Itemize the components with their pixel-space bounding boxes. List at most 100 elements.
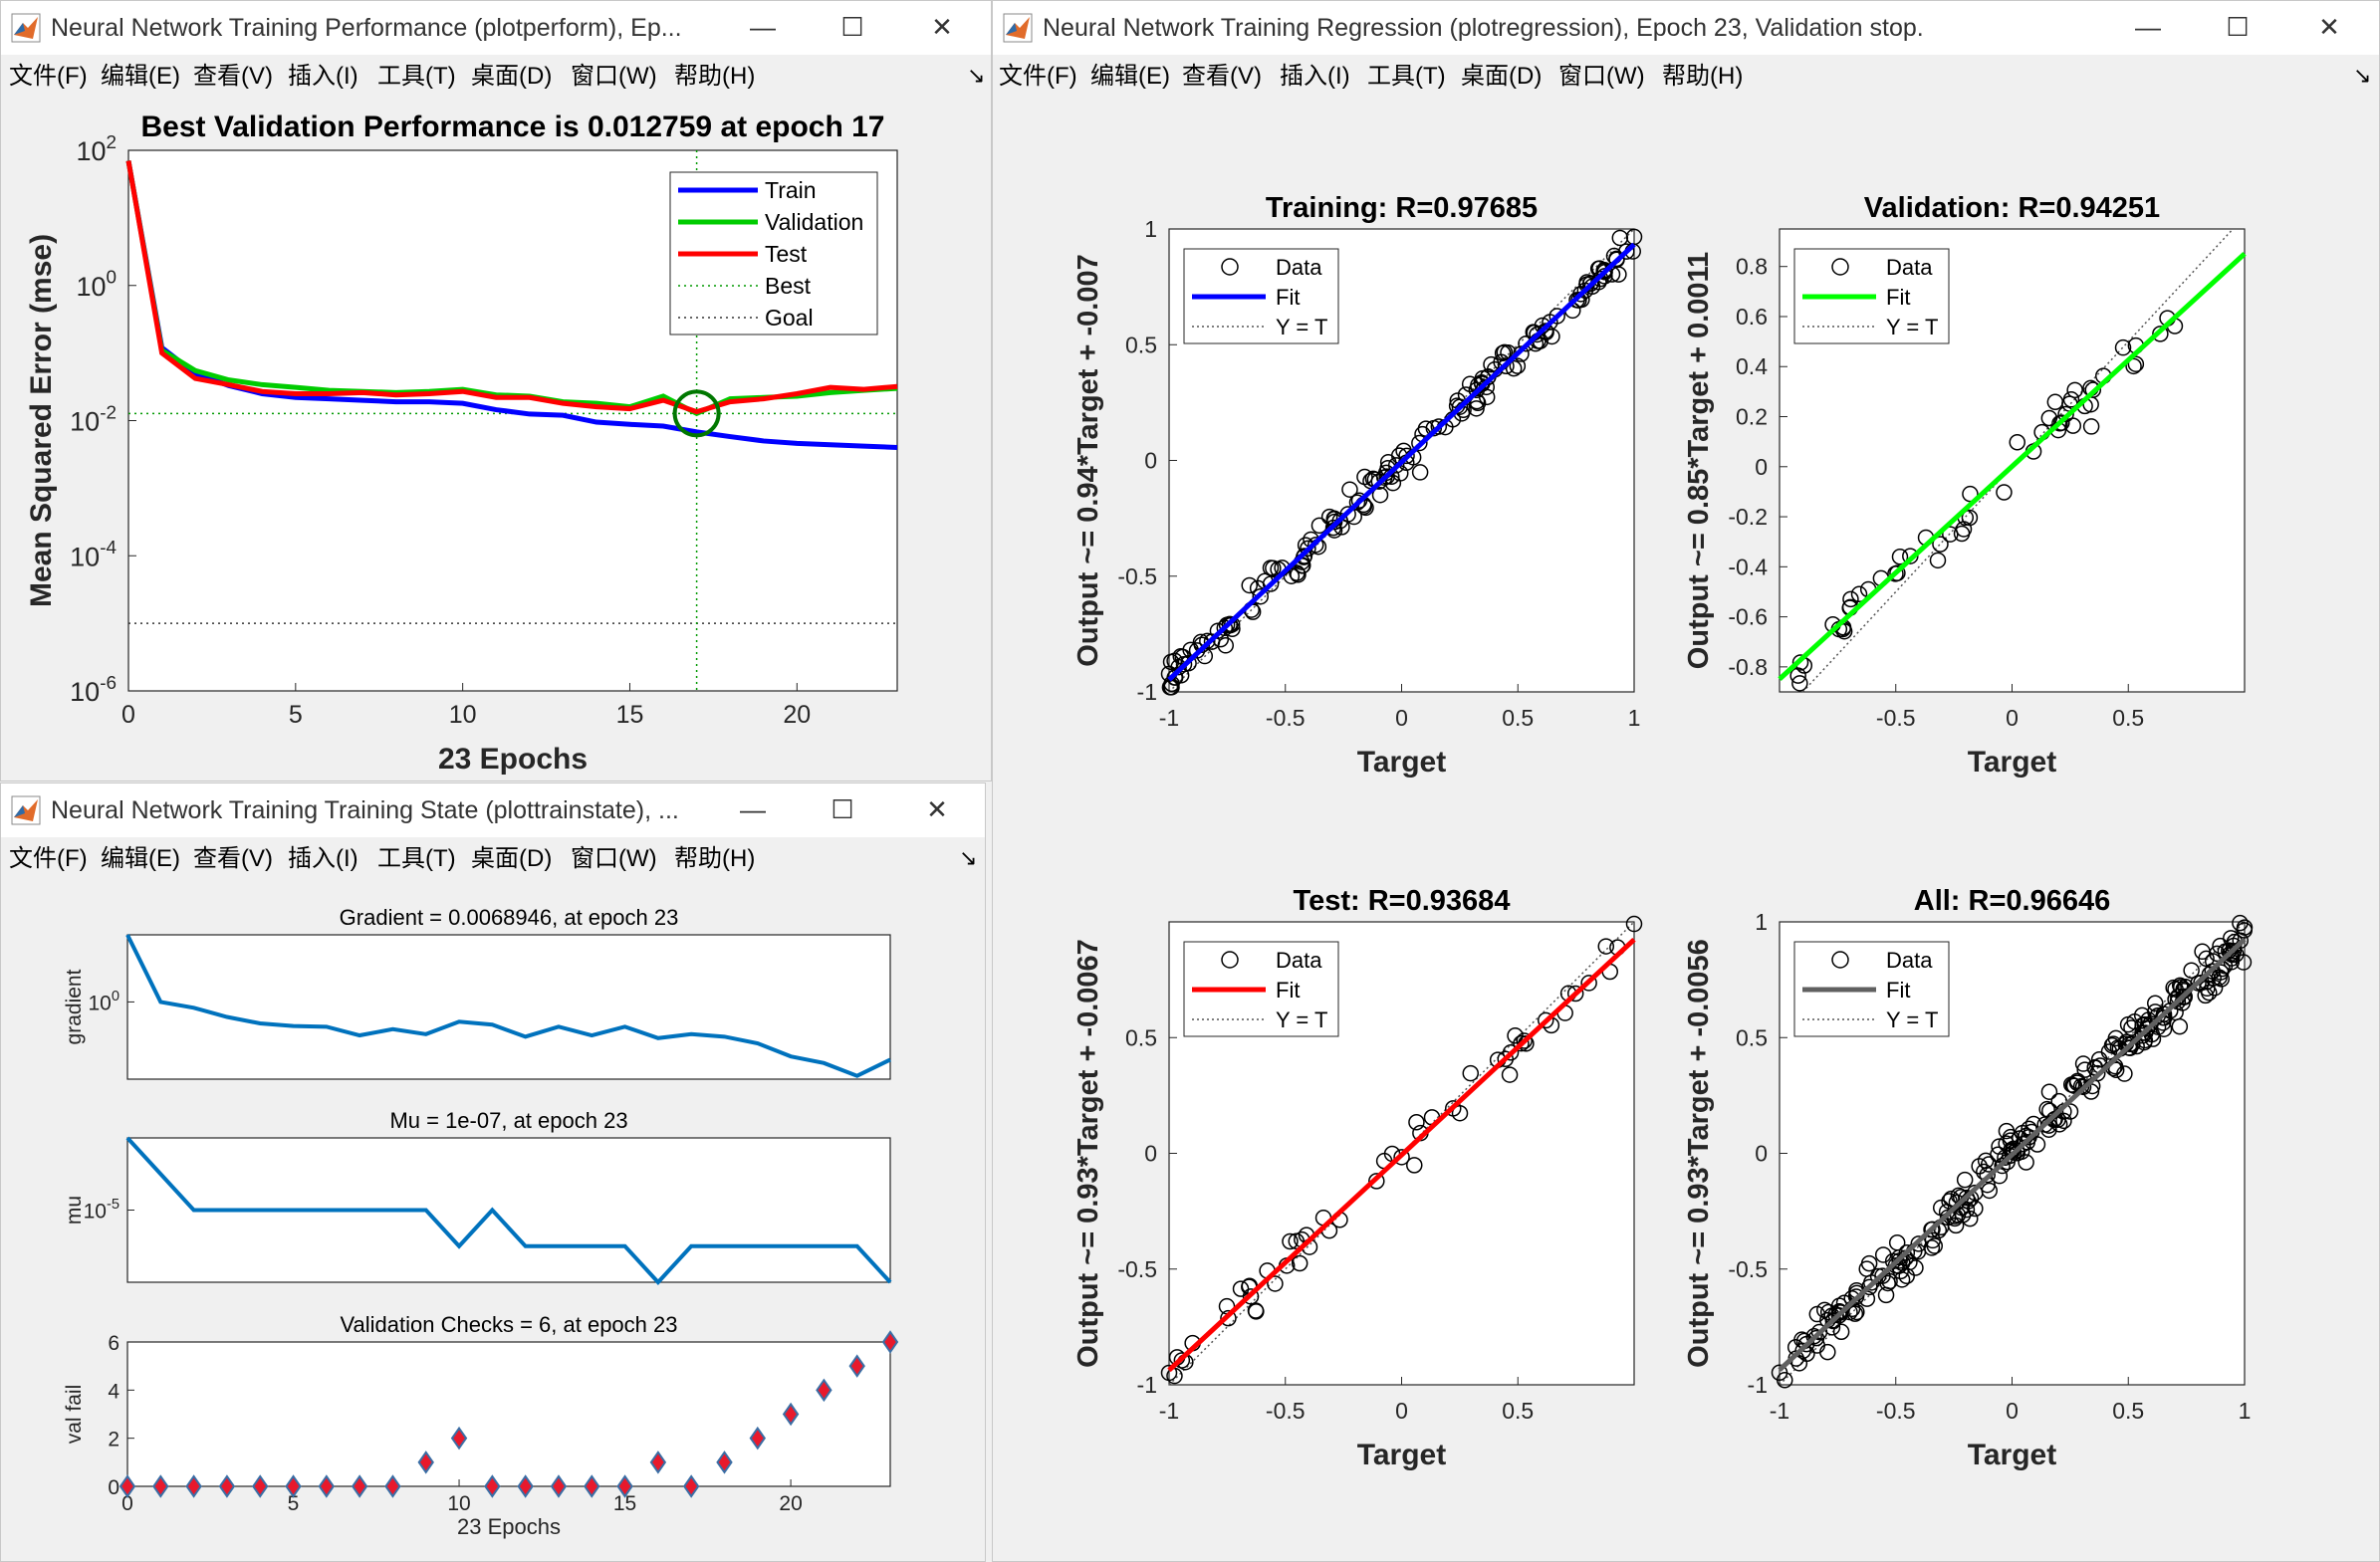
training-data-point (1199, 632, 1216, 650)
menu-file[interactable]: 文件(F) (9, 845, 88, 872)
test-data-point (1451, 1104, 1469, 1122)
all-data-point (2212, 937, 2229, 955)
valfail-point (484, 1474, 501, 1498)
menu-desktop[interactable]: 桌面(D) (471, 63, 553, 90)
validation-data-point (1996, 484, 2013, 501)
training-data-point (1218, 616, 1236, 634)
legend-label: Y = T (1886, 1007, 1938, 1032)
performance-plot: Best Validation Performance is 0.012759 … (25, 111, 898, 776)
menu-edit[interactable]: 编辑(E) (101, 845, 180, 872)
legend-label: Best (765, 273, 812, 299)
test-data-point (1566, 985, 1584, 1003)
menu-help[interactable]: 帮助(H) (674, 845, 756, 872)
test-data-point (1462, 1064, 1480, 1082)
validation-y-tick-label: -0.6 (1728, 604, 1768, 630)
menu-tools[interactable]: 工具(T) (377, 845, 456, 872)
all-data-point (1832, 1323, 1850, 1341)
training-y-tick-label: -1 (1137, 679, 1157, 705)
all-data-point (2069, 1072, 2086, 1090)
validation-x-tick-label: -0.5 (1876, 705, 1916, 731)
trainstate-titlebar[interactable]: Neural Network Training Training State (… (1, 783, 985, 837)
test-data-point (1393, 1149, 1410, 1166)
menu-desktop[interactable]: 桌面(D) (1461, 63, 1543, 90)
minimize-button[interactable]: — (750, 12, 776, 42)
menu-edit[interactable]: 编辑(E) (1090, 63, 1170, 90)
test-data-point (1597, 938, 1615, 955)
toolbar-toggle-icon[interactable]: ↘ (2353, 63, 2372, 88)
valfail-y-tick-label: 0 (108, 1476, 119, 1499)
training-x-tick-label: 1 (1628, 705, 1641, 731)
validation-data-point (2082, 418, 2100, 435)
training-data-point (1356, 468, 1373, 486)
legend-label: Data (1276, 255, 1322, 280)
all-data-point (2223, 930, 2240, 947)
close-button[interactable]: ✕ (931, 12, 953, 42)
close-button[interactable]: ✕ (2318, 12, 2340, 42)
all-data-point (1805, 1328, 1822, 1345)
validation-x-tick-label: 0.5 (2112, 705, 2144, 731)
menu-insert[interactable]: 插入(I) (288, 63, 358, 90)
all-data-point (1861, 1278, 1878, 1296)
perform-titlebar[interactable]: Neural Network Training Performance (plo… (1, 1, 991, 55)
validation-x-tick-label: 0 (2006, 705, 2019, 731)
menu-window[interactable]: 窗口(W) (571, 845, 657, 872)
validation-y-tick-label: 0.2 (1736, 404, 1768, 430)
valfail-point (716, 1450, 733, 1474)
toolbar-toggle-icon[interactable]: ↘ (967, 63, 986, 88)
regression-title: Neural Network Training Regression (plot… (1043, 14, 1924, 42)
menu-tools[interactable]: 工具(T) (1367, 63, 1446, 90)
maximize-button[interactable]: ☐ (840, 12, 864, 42)
maximize-button[interactable]: ☐ (831, 794, 854, 824)
menu-insert[interactable]: 插入(I) (1280, 63, 1350, 90)
training-y-tick-label: -0.5 (1117, 563, 1157, 589)
menu-desktop[interactable]: 桌面(D) (471, 845, 553, 872)
validation-identity-line (1801, 228, 2234, 693)
menu-file[interactable]: 文件(F) (999, 63, 1077, 90)
training-data-point (1398, 447, 1415, 465)
menu-help[interactable]: 帮助(H) (674, 63, 756, 90)
test-data-point (1513, 1034, 1530, 1052)
training-data-point (1548, 308, 1565, 325)
valfail-point (782, 1402, 800, 1427)
all-y-tick-label: -1 (1748, 1372, 1768, 1398)
close-button[interactable]: ✕ (926, 794, 948, 824)
training-data-point (1411, 464, 1429, 481)
all-y-tick-label: 1 (1755, 909, 1768, 935)
test-data-point (1406, 1157, 1423, 1174)
menu-file[interactable]: 文件(F) (9, 63, 88, 90)
trainstate-title: Neural Network Training Training State (… (51, 796, 679, 824)
all-data-point (2074, 1055, 2092, 1072)
validation-y-tick-label: -0.8 (1728, 654, 1768, 680)
regression-titlebar[interactable]: Neural Network Training Regression (plot… (993, 1, 2379, 55)
minimize-button[interactable]: — (2135, 12, 2161, 42)
training-data-point (1378, 468, 1395, 485)
gradient-line (125, 934, 891, 1078)
menu-view[interactable]: 查看(V) (193, 63, 273, 90)
menu-edit[interactable]: 编辑(E) (101, 63, 180, 90)
legend-data-swatch (1221, 951, 1239, 969)
training-data-point (1188, 642, 1206, 659)
menu-insert[interactable]: 插入(I) (288, 845, 358, 872)
menu-tools[interactable]: 工具(T) (377, 63, 456, 90)
minimize-button[interactable]: — (740, 794, 766, 824)
menu-view[interactable]: 查看(V) (1182, 63, 1262, 90)
test-x-label: Target (1357, 1439, 1446, 1471)
training-y-tick-label: 0 (1144, 448, 1157, 474)
training-data-point (1166, 652, 1183, 670)
menu-window[interactable]: 窗口(W) (571, 63, 657, 90)
legend-label: Data (1276, 948, 1322, 973)
all-title: All: R=0.96646 (1914, 885, 2110, 917)
valfail-y-label: val fail (63, 1385, 86, 1445)
test-x-tick-label: -1 (1159, 1398, 1179, 1424)
training-data-point (1468, 381, 1486, 398)
matlab-icon (11, 795, 41, 825)
maximize-button[interactable]: ☐ (2226, 12, 2250, 42)
menu-window[interactable]: 窗口(W) (1558, 63, 1645, 90)
all-data-point (2105, 1035, 2122, 1052)
menu-view[interactable]: 查看(V) (193, 845, 273, 872)
menu-help[interactable]: 帮助(H) (1662, 63, 1744, 90)
toolbar-toggle-icon[interactable]: ↘ (959, 845, 978, 870)
legend-label: Validation (765, 209, 863, 235)
test-data-point (1232, 1280, 1250, 1297)
valfail-y-tick-label: 2 (108, 1429, 119, 1451)
